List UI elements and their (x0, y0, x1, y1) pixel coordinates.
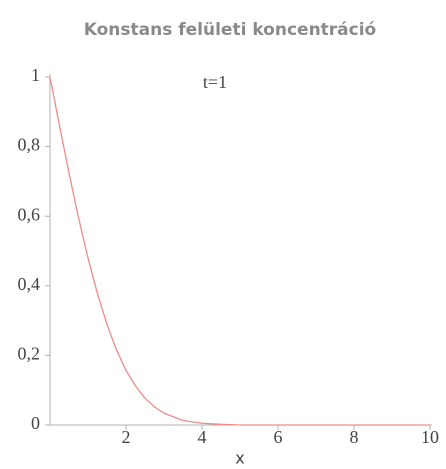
y-tick-label: 0,8 (18, 135, 41, 155)
y-tick-label: 0,4 (18, 274, 41, 294)
x-tick-label: 8 (350, 427, 359, 447)
y-tick-label: 0,6 (18, 204, 41, 224)
line (49, 76, 430, 426)
x-tick-label: 6 (274, 427, 283, 447)
y-tick-label: 1 (31, 65, 40, 85)
annotation: t=1 (203, 72, 227, 92)
x-tick-label: 2 (122, 427, 131, 447)
x-tick-label: 10 (421, 427, 439, 447)
chart-title: Konstans felületi koncentráció (84, 20, 377, 40)
y-tick-label: 0,2 (18, 344, 41, 364)
x-tick-label: 4 (198, 427, 207, 447)
y-tick-label: 0 (31, 413, 40, 433)
x-axis-label: x (235, 449, 244, 468)
